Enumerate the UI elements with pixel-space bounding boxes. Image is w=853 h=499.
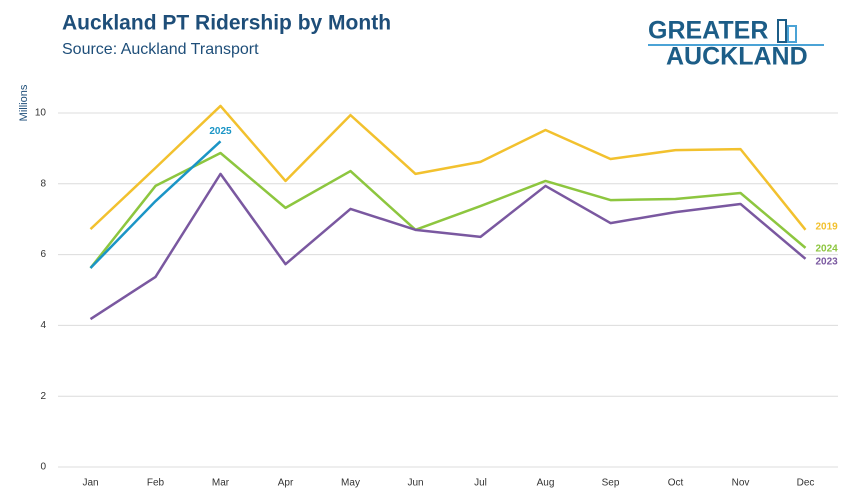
line <box>89 172 807 321</box>
x-tick-label: Oct <box>668 478 684 489</box>
line <box>89 151 807 269</box>
logo: GREATER AUCKLAND <box>648 17 824 71</box>
x-tick-label: May <box>341 478 360 489</box>
y-tick-label: 8 <box>40 178 46 189</box>
y-tick-label: 6 <box>40 249 46 260</box>
y-tick-label: 0 <box>40 462 46 473</box>
x-tick-label: Nov <box>732 478 750 489</box>
x-tick-label: Jun <box>407 478 423 489</box>
x-tick-label: Dec <box>797 478 815 489</box>
y-axis-label: Millions <box>18 84 30 121</box>
logo-text: AUCKLAND <box>666 43 808 71</box>
x-tick-label: Apr <box>278 478 294 489</box>
y-tick-label: 10 <box>35 108 47 119</box>
x-tick-label: Jul <box>474 478 487 489</box>
line <box>89 140 222 269</box>
logo-icon <box>777 19 787 43</box>
logo-icon <box>787 25 797 43</box>
line <box>89 104 807 231</box>
x-tick-label: Jan <box>82 478 98 489</box>
logo-rule <box>648 44 824 46</box>
chart-title: Auckland PT Ridership by Month <box>62 12 391 35</box>
x-tick-label: Sep <box>602 478 620 489</box>
x-tick-label: Feb <box>147 478 165 489</box>
series-label: 2023 <box>816 256 839 267</box>
chart-subtitle: Source: Auckland Transport <box>62 41 259 58</box>
series-label: 2019 <box>816 221 839 232</box>
y-tick-label: 4 <box>40 320 46 331</box>
y-tick-label: 2 <box>40 391 46 402</box>
x-tick-label: Aug <box>537 478 555 489</box>
series-label: 2025 <box>209 126 232 137</box>
logo-text: GREATER <box>648 17 768 45</box>
series-label: 2024 <box>816 244 839 255</box>
x-tick-label: Mar <box>212 478 230 489</box>
